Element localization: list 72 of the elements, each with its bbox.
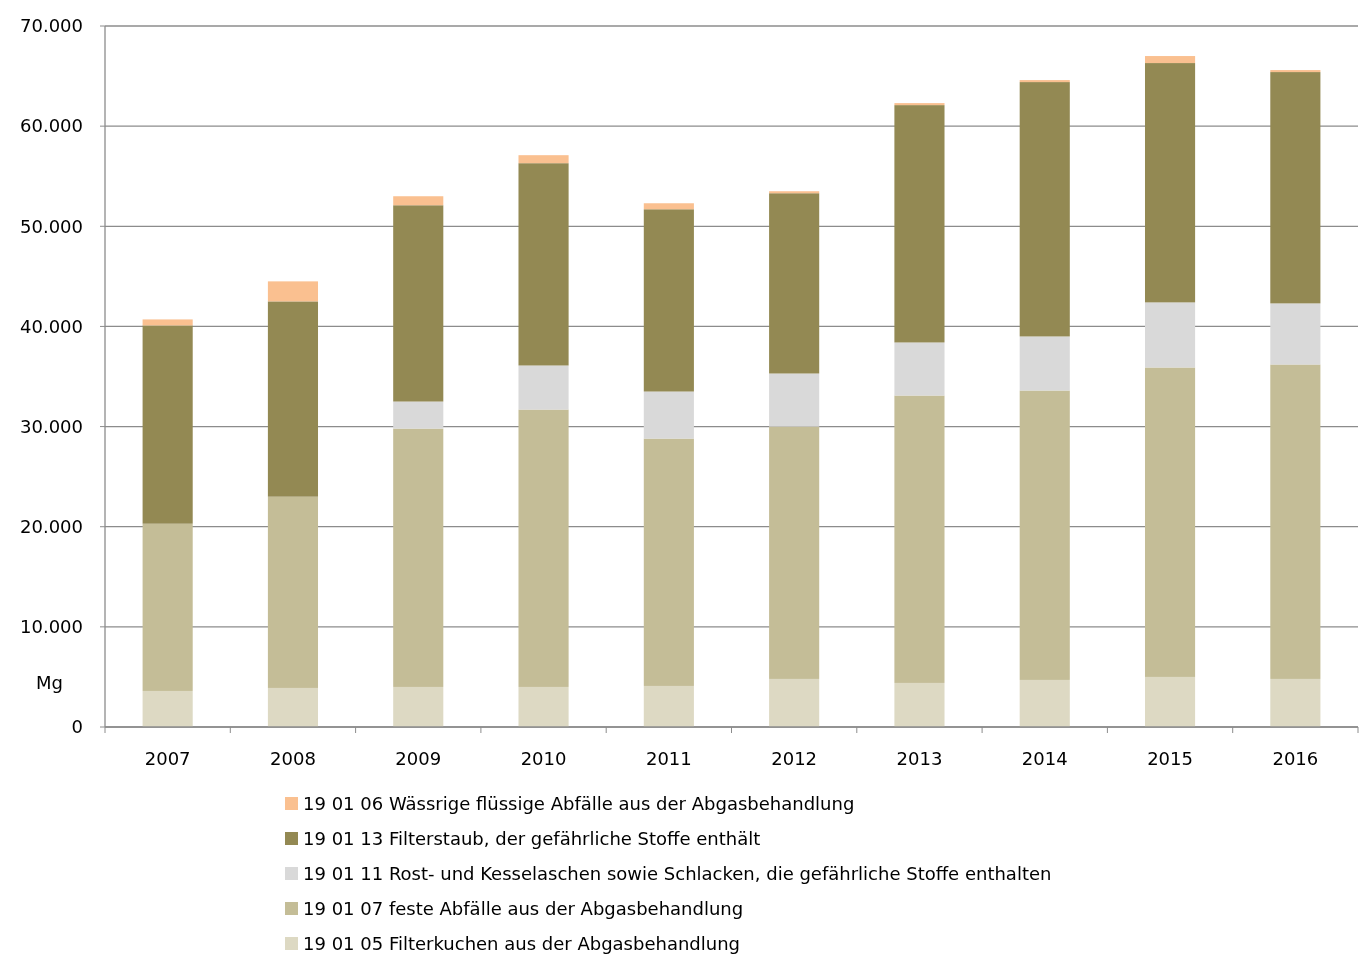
bar [643,685,694,727]
legend-label: 19 01 06 Wässrige flüssige Abfälle aus der Abgasbehandlung [303,793,855,815]
bar [518,686,569,727]
bar [1270,678,1321,727]
bar [142,523,193,691]
bar [267,281,319,302]
x-tick-label: 2013 [896,748,943,769]
bar [643,209,694,392]
x-tick-label: 2011 [645,748,692,769]
bar [142,690,193,727]
bar [1144,367,1196,677]
bar [769,426,820,679]
bar [769,678,820,727]
x-tick-label: 2010 [520,748,567,769]
bar [894,103,945,106]
x-tick-label: 2016 [1272,748,1319,769]
bar [393,205,444,402]
legend-label: 19 01 13 Filterstaub, der gefährliche Stoffe enthält [303,828,761,850]
x-tick-label: 2007 [144,748,191,769]
y-tick-label: 10.000 [20,616,83,638]
bar [518,409,569,687]
bar [643,438,694,686]
bar [894,682,945,727]
bar [1019,390,1070,680]
bar [1019,679,1070,727]
bar [518,365,569,410]
y-tick-label: 30.000 [20,415,83,437]
bar [393,401,444,429]
bar [518,155,569,164]
bar [142,325,193,524]
y-axis-title: Mg [36,671,63,693]
bar [518,163,569,366]
bar [769,193,820,374]
bar [1144,56,1196,64]
x-tick-label: 2008 [270,748,316,769]
bar [142,319,193,326]
legend-label: 19 01 07 feste Abfälle aus der Abgasbehandlung [303,898,744,920]
bar [1270,72,1321,304]
bar [1019,80,1070,83]
bar [1270,303,1321,365]
bar [643,391,694,439]
bar [1019,82,1070,337]
bar [393,686,444,727]
legend-label: 19 01 05 Filterkuchen aus der Abgasbehandlung [303,933,740,955]
bar [1144,63,1196,303]
y-tick-label: 40.000 [20,315,83,337]
bar [769,191,820,194]
bar [1144,676,1196,727]
bar [894,395,945,683]
y-tick-label: 20.000 [20,516,83,538]
bar [393,428,444,687]
y-tick-label: 70.000 [20,15,83,37]
bar [1270,70,1321,73]
bar [267,687,319,727]
bar [894,105,945,343]
y-tick-label: 0 [71,716,83,738]
x-tick-label: 2012 [771,748,818,769]
legend-label: 19 01 11 Rost- und Kesselaschen sowie Schlacken, die gefährliche Stoffe enthalten [303,863,1052,885]
bar [1019,336,1070,391]
bar [267,496,319,688]
bar [643,203,694,210]
x-tick-label: 2014 [1021,748,1068,769]
bar [267,301,319,497]
bar [1270,364,1321,679]
bar [894,342,945,396]
y-tick-label: 60.000 [20,115,83,137]
bar [393,196,444,206]
x-tick-label: 2015 [1147,748,1193,769]
bar [769,373,820,427]
y-tick-label: 50.000 [20,215,83,237]
bar [1144,302,1196,368]
x-tick-label: 2009 [395,748,442,769]
